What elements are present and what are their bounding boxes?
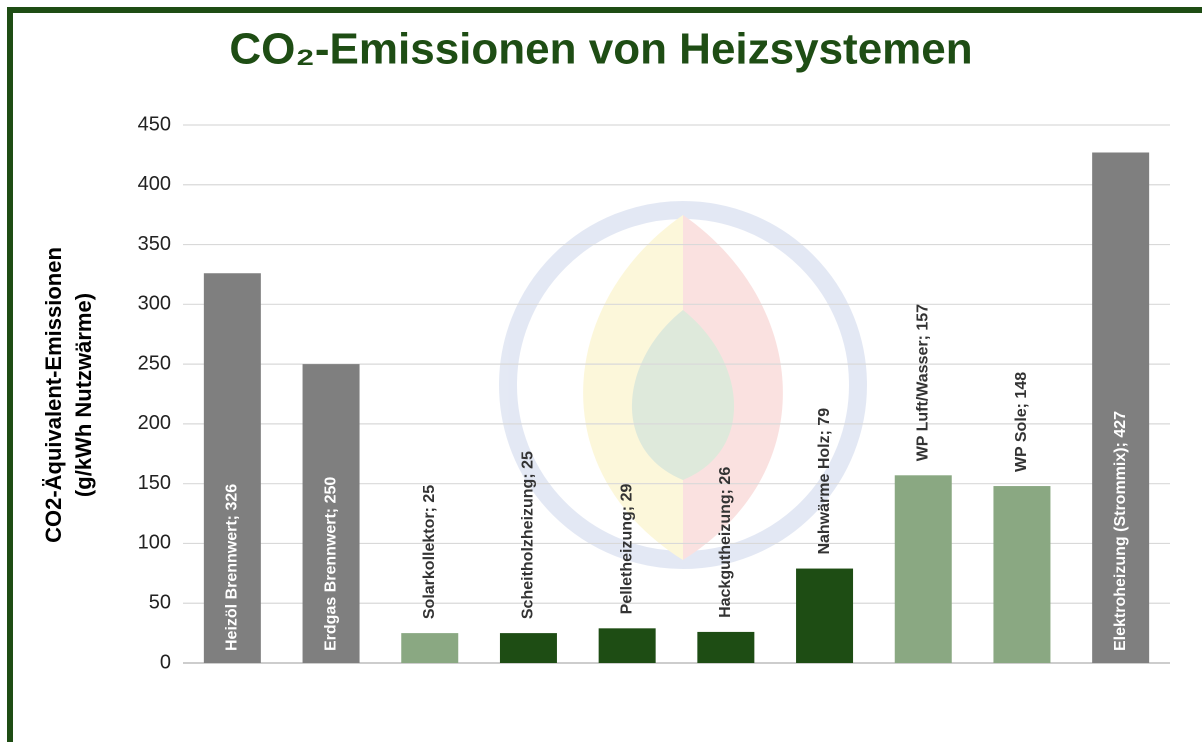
data-label: Pelletheizung; 29 xyxy=(618,484,635,615)
bar xyxy=(302,364,360,663)
y-axis-title-line: (g/kWh Nutzwärme) xyxy=(71,293,96,497)
bar xyxy=(203,273,261,663)
y-tick-label: 150 xyxy=(138,472,171,494)
bar xyxy=(697,631,755,663)
y-axis-title: CO2-Äquivalent-Emissionen (g/kWh Nutzwär… xyxy=(41,247,96,543)
data-label: Elektroheizung (Strommix); 427 xyxy=(1112,411,1129,651)
y-tick-label: 100 xyxy=(138,532,171,554)
data-label: Heizöl Brennwert; 326 xyxy=(224,484,241,651)
bar xyxy=(598,628,656,663)
frame xyxy=(7,7,1202,742)
bar xyxy=(796,568,854,663)
data-label: Nahwärme Holz; 79 xyxy=(816,408,833,555)
data-label: WP Luft/Wasser; 157 xyxy=(914,304,931,461)
data-label: Hackgutheizung; 26 xyxy=(717,467,734,618)
data-label: Erdgas Brennwert; 250 xyxy=(322,477,339,651)
y-tick-label: 250 xyxy=(138,352,171,374)
bar xyxy=(499,633,557,663)
data-label: Scheitholzheizung; 25 xyxy=(520,451,537,619)
y-tick-label: 450 xyxy=(138,113,171,135)
bar xyxy=(1092,152,1150,663)
watermark xyxy=(499,201,867,569)
bar xyxy=(401,633,459,663)
y-axis-title-line: CO2-Äquivalent-Emissionen xyxy=(41,247,66,543)
data-label: WP Sole; 148 xyxy=(1013,372,1030,472)
y-tick-label: 50 xyxy=(149,592,171,614)
y-tick-label: 200 xyxy=(138,412,171,434)
bar xyxy=(993,486,1051,663)
y-tick-label: 350 xyxy=(138,233,171,255)
y-tick-label: 300 xyxy=(138,293,171,315)
y-tick-label: 0 xyxy=(160,651,171,673)
bar xyxy=(894,475,952,663)
chart-title: CO₂-Emissionen von Heizsystemen xyxy=(229,25,972,74)
y-tick-label: 400 xyxy=(138,173,171,195)
data-label: Solarkollektor; 25 xyxy=(421,485,438,619)
